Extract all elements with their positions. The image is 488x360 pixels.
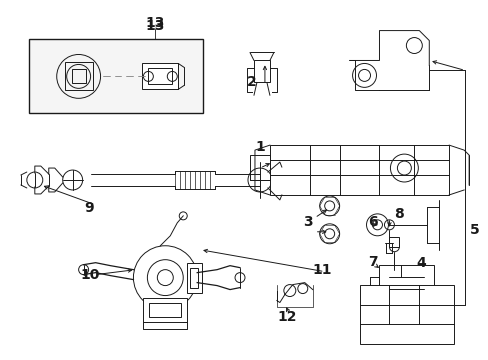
Bar bbox=[388, 237, 399, 247]
Bar bbox=[72, 69, 85, 84]
Text: 12: 12 bbox=[277, 310, 296, 324]
Bar bbox=[359, 285, 453, 345]
Text: 3: 3 bbox=[303, 215, 312, 229]
Bar bbox=[148, 68, 172, 84]
Bar bbox=[143, 298, 187, 323]
Text: 8: 8 bbox=[394, 207, 404, 221]
Text: 2: 2 bbox=[246, 75, 256, 89]
Bar bbox=[149, 302, 181, 318]
Bar bbox=[269, 145, 448, 195]
Bar bbox=[379, 265, 433, 302]
Bar bbox=[190, 268, 198, 288]
Text: 4: 4 bbox=[416, 256, 426, 270]
Text: 13: 13 bbox=[145, 15, 164, 30]
Text: 9: 9 bbox=[83, 201, 93, 215]
Text: 10: 10 bbox=[81, 267, 100, 282]
Bar bbox=[249, 155, 269, 180]
Text: 5: 5 bbox=[469, 223, 479, 237]
Text: 7: 7 bbox=[367, 255, 377, 269]
Bar bbox=[64, 62, 92, 90]
Text: 6: 6 bbox=[367, 215, 377, 229]
Text: 11: 11 bbox=[311, 263, 331, 276]
Bar bbox=[187, 263, 202, 293]
Bar bbox=[142, 63, 178, 89]
Bar bbox=[253, 60, 269, 82]
Text: 1: 1 bbox=[255, 140, 264, 154]
Bar bbox=[29, 39, 203, 113]
Text: 13: 13 bbox=[145, 19, 164, 33]
